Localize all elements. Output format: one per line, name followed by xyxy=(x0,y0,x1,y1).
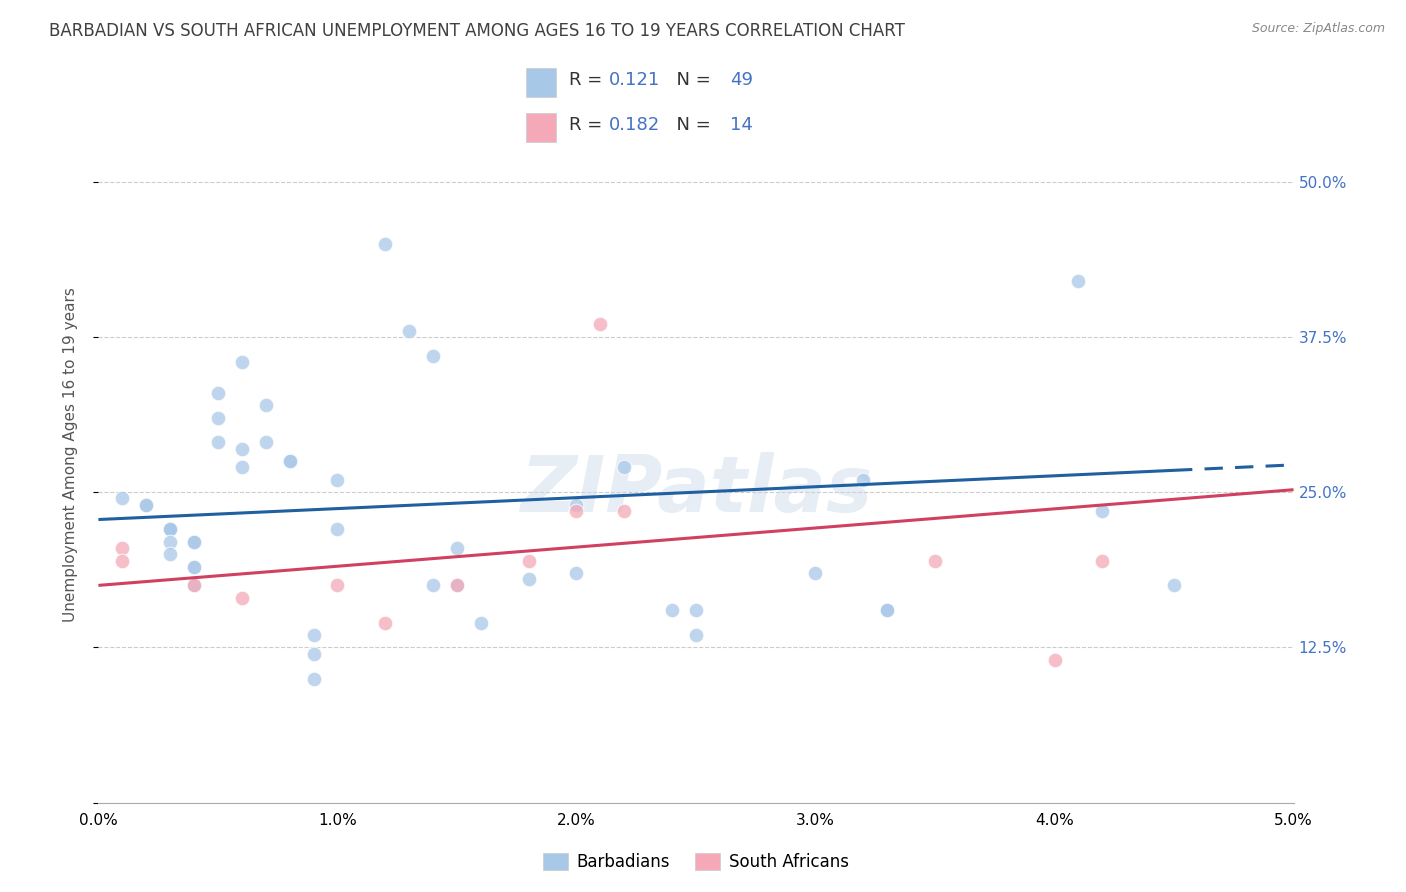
Point xyxy=(183,559,205,574)
Text: 0.182: 0.182 xyxy=(609,116,661,135)
Text: ZIPatlas: ZIPatlas xyxy=(520,451,872,528)
Point xyxy=(254,435,277,450)
Point xyxy=(302,647,325,661)
Point xyxy=(1091,553,1114,567)
FancyBboxPatch shape xyxy=(526,113,557,142)
Point xyxy=(422,349,444,363)
Point xyxy=(446,578,468,592)
Point xyxy=(159,523,181,537)
Point xyxy=(446,578,468,592)
Text: N =: N = xyxy=(665,116,716,135)
Point xyxy=(183,534,205,549)
Point xyxy=(876,603,898,617)
Point xyxy=(111,491,134,506)
Point xyxy=(231,442,253,456)
Point xyxy=(183,578,205,592)
Point xyxy=(326,473,349,487)
Point xyxy=(207,410,229,425)
Text: N =: N = xyxy=(665,71,716,89)
Point xyxy=(231,355,253,369)
Point xyxy=(1067,274,1090,288)
Point xyxy=(159,547,181,561)
Point xyxy=(876,603,898,617)
Point xyxy=(1043,653,1066,667)
Point xyxy=(183,534,205,549)
Point xyxy=(374,236,396,251)
Point xyxy=(565,498,588,512)
Point xyxy=(661,603,683,617)
Point xyxy=(111,553,134,567)
Point xyxy=(278,454,301,468)
Point xyxy=(517,572,540,586)
Point xyxy=(852,473,875,487)
Point xyxy=(446,541,468,555)
Point xyxy=(302,672,325,686)
Text: 49: 49 xyxy=(730,71,752,89)
Legend: Barbadians, South Africans: Barbadians, South Africans xyxy=(537,847,855,878)
Text: R =: R = xyxy=(569,71,607,89)
Point xyxy=(183,559,205,574)
Point xyxy=(398,324,420,338)
Point xyxy=(159,523,181,537)
Point xyxy=(302,628,325,642)
Point xyxy=(613,504,636,518)
Point xyxy=(613,460,636,475)
Point xyxy=(685,628,707,642)
Point xyxy=(517,553,540,567)
Point xyxy=(924,553,946,567)
Point xyxy=(326,578,349,592)
Point xyxy=(326,523,349,537)
Point xyxy=(589,318,612,332)
Point xyxy=(685,603,707,617)
Point xyxy=(374,615,396,630)
Y-axis label: Unemployment Among Ages 16 to 19 years: Unemployment Among Ages 16 to 19 years xyxy=(63,287,77,623)
Point xyxy=(254,398,277,412)
Point xyxy=(278,454,301,468)
Point xyxy=(207,435,229,450)
Point xyxy=(565,566,588,580)
Text: R =: R = xyxy=(569,116,607,135)
Point xyxy=(1163,578,1185,592)
Text: BARBADIAN VS SOUTH AFRICAN UNEMPLOYMENT AMONG AGES 16 TO 19 YEARS CORRELATION CH: BARBADIAN VS SOUTH AFRICAN UNEMPLOYMENT … xyxy=(49,22,905,40)
Point xyxy=(159,534,181,549)
Point xyxy=(135,498,157,512)
Point xyxy=(183,578,205,592)
Point xyxy=(422,578,444,592)
Point xyxy=(470,615,492,630)
Point xyxy=(135,498,157,512)
Text: Source: ZipAtlas.com: Source: ZipAtlas.com xyxy=(1251,22,1385,36)
Text: 14: 14 xyxy=(730,116,752,135)
Text: 0.121: 0.121 xyxy=(609,71,661,89)
Point xyxy=(231,460,253,475)
FancyBboxPatch shape xyxy=(526,68,557,96)
Point xyxy=(159,523,181,537)
Point xyxy=(565,504,588,518)
Point xyxy=(111,541,134,555)
Point xyxy=(1091,504,1114,518)
Point xyxy=(231,591,253,605)
Point xyxy=(804,566,827,580)
Point xyxy=(207,385,229,400)
